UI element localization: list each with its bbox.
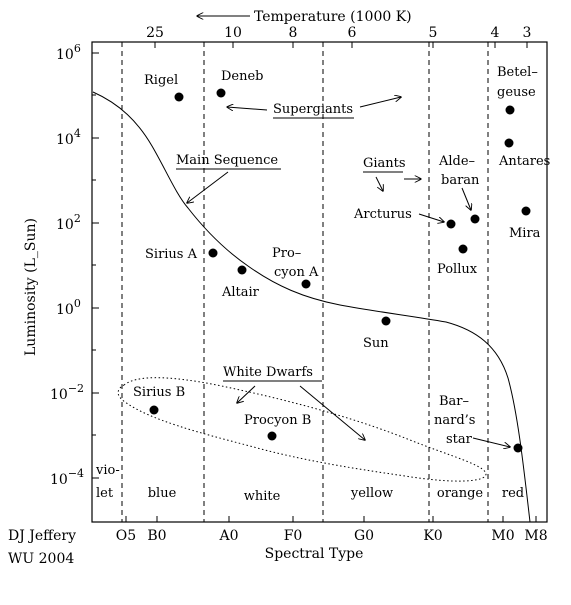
left-tick-label: 100 [56,297,81,318]
group-label-main-sequence: Main Sequence [176,153,278,168]
group-label-giants: Giants [363,156,406,171]
star-label-rigel: Rigel [144,73,178,88]
star-label-procyon-b: Procyon B [244,413,311,428]
star-label-sirius-b: Sirius B [133,385,185,400]
barnards-star-arrow [472,437,510,447]
star-dot-sirius-b [149,405,159,415]
star-dot-procyon-a [301,279,311,289]
star-dot-barnards-star [513,443,523,453]
top-tick-label: 10 [224,25,242,41]
giants-arrow-down [375,176,383,191]
star-dot-deneb [216,88,226,98]
aldebaran-arrow [461,187,471,210]
star-label-betelgeuse: geuse [497,85,536,100]
star-markers [149,88,531,453]
left-axis-title: Luminosity (L_Sun) [23,218,39,356]
bottom-tick-label: O5 [116,528,136,544]
plot-frame [91,41,548,523]
bottom-tick-label: K0 [423,528,442,544]
color-band-label: vio- [95,463,120,478]
top-tick-label: 3 [523,25,532,41]
color-band-label: yellow [350,486,393,501]
star-label-altair: Altair [221,285,260,300]
bottom-axis-title: Spectral Type [265,546,364,562]
star-label-deneb: Deneb [221,69,264,84]
top-tick-label: 6 [348,25,357,41]
bottom-tick-label: M0 [491,528,514,544]
supergiants-arrow-left [227,107,268,110]
top-tick-label: 25 [146,25,164,41]
star-dot-arcturus [446,219,456,229]
color-band-label: orange [437,486,483,501]
star-dot-sun [381,316,391,326]
top-tick-label: 5 [429,25,438,41]
color-band-label: white [244,489,281,504]
star-dot-sirius-a [208,248,218,258]
group-label-white-dwarfs: White Dwarfs [223,365,313,380]
bottom-ticks [125,516,537,522]
left-tick-label: 10−2 [50,382,84,403]
star-dot-mira [521,206,531,216]
bottom-tick-label: F0 [284,528,303,544]
white-dwarfs-arrow-left [237,385,256,403]
star-label-antares: Antares [498,154,550,169]
white-dwarf-region [117,377,487,482]
star-label-sirius-a: Sirius A [145,247,198,262]
bottom-tick-label: B0 [147,528,166,544]
star-label-mira: Mira [509,226,541,241]
star-label-barnards-star: Bar– [439,394,469,409]
star-label-arcturus: Arcturus [353,207,412,222]
star-label-barnards-star: nard’s [434,413,475,428]
star-dot-aldebaran [470,214,480,224]
white-dwarfs-arrow-right [299,385,365,440]
star-label-barnards-star: star [446,432,473,447]
main-sequence-arrow [187,171,229,203]
left-tick-label: 104 [56,127,81,148]
top-ticks [154,42,528,48]
star-label-aldebaran: Alde– [438,154,475,169]
star-label-sun: Sun [363,336,389,351]
star-dot-procyon-b [267,431,277,441]
star-dot-betelgeuse [505,105,515,115]
star-label-aldebaran: baran [441,173,480,188]
left-tick-label: 102 [56,212,81,233]
star-dot-pollux [458,244,468,254]
star-dot-altair [237,265,247,275]
left-tick-labels: 106 104 102 100 10−2 10−4 [50,42,84,488]
top-tick-label: 4 [491,25,500,41]
bottom-tick-label: G0 [354,528,374,544]
star-label-procyon-a: Pro– [272,246,301,261]
bottom-tick-label: A0 [218,528,238,544]
arcturus-arrow [418,213,444,222]
bottom-tick-label: M8 [524,528,547,544]
annotation-arrows [187,97,510,447]
color-band-label: red [502,486,524,501]
group-label-supergiants: Supergiants [273,102,353,117]
credit-line1: DJ Jeffery [8,528,76,544]
top-tick-label: 8 [289,25,298,41]
main-sequence-curve [92,91,531,523]
star-label-pollux: Pollux [437,262,478,277]
star-dot-antares [504,138,514,148]
top-axis-title: Temperature (1000 K) [254,9,412,25]
left-ticks [92,52,99,479]
star-label-procyon-a: cyon A [274,265,319,280]
supergiants-arrow-right [359,97,401,108]
left-tick-label: 106 [56,42,81,63]
left-tick-label: 10−4 [50,467,84,488]
color-band-label: blue [148,486,177,501]
color-band-label: let [96,486,114,501]
star-dot-rigel [174,92,184,102]
star-label-betelgeuse: Betel– [497,65,538,80]
credit-line2: WU 2004 [8,551,74,567]
